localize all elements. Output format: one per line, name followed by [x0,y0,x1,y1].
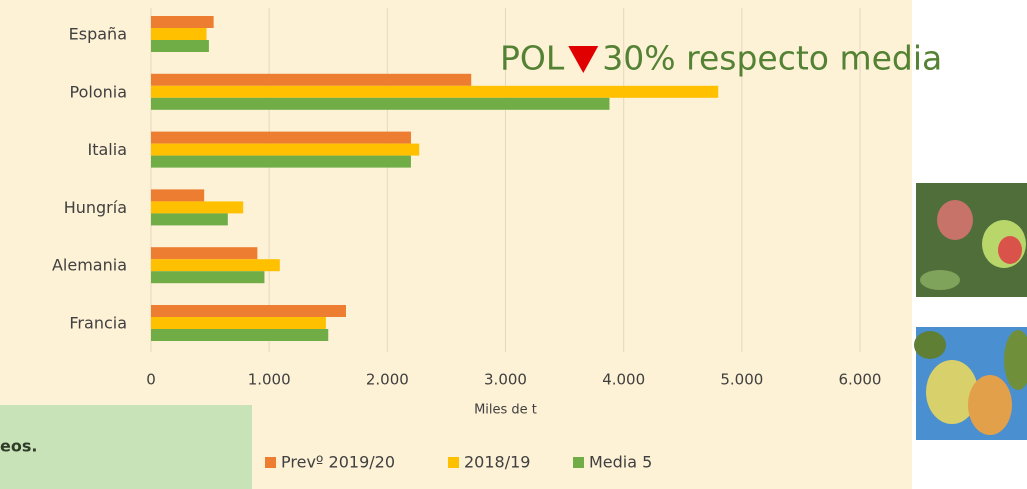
pear-photo [914,327,1027,440]
legend-swatch [573,457,584,468]
y-tick-label: Alemania [52,256,127,275]
x-tick-label: 2.000 [366,371,409,389]
bar [151,97,610,110]
legend-swatch [265,457,276,468]
y-tick-label: España [69,25,127,44]
bar [151,247,258,260]
bar [151,305,346,317]
bar [151,155,411,168]
bar [151,16,214,28]
note-box [0,405,252,489]
y-tick-label: Italia [88,140,128,159]
bar [151,40,209,52]
x-tick-label: 0 [146,371,156,389]
bar [151,213,228,226]
bar [151,329,329,341]
x-tick-label: 1.000 [248,371,291,389]
bar [151,201,244,214]
legend-label: Prevº 2019/20 [281,453,395,472]
bar [151,73,472,86]
bar [151,317,326,329]
legend-label: Media 5 [589,453,652,472]
bar [151,131,411,144]
x-tick-label: 4.000 [602,371,645,389]
bar [151,271,265,284]
annotation-text: 30% respecto media [602,39,942,78]
annotation-text: POL [500,39,565,78]
x-tick-label: 6.000 [839,371,882,389]
y-tick-label: Polonia [70,82,128,101]
down-arrow [568,46,599,73]
grid [150,8,861,352]
apple-photo [916,183,1027,297]
bar [151,189,205,202]
x-tick-label: 3.000 [484,371,527,389]
bar [151,85,719,98]
x-axis-title: Miles de t [474,403,537,418]
bar [151,259,280,272]
annotation: POL 30% respecto media [500,39,942,78]
note-text: eos. [0,437,37,456]
x-tick-label: 5.000 [720,371,763,389]
legend-label: 2018/19 [464,453,530,472]
y-tick-label: Francia [69,314,127,333]
bar [151,143,420,156]
legend-swatch [448,457,459,468]
y-tick-label: Hungría [64,198,127,217]
bar [151,28,207,40]
